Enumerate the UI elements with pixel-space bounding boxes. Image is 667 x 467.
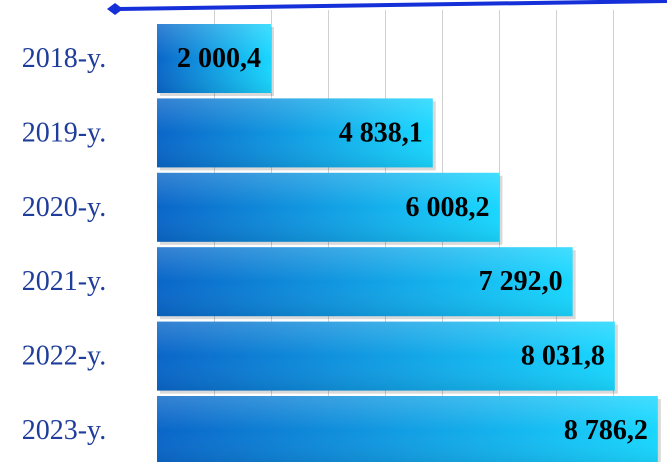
top-axis-line-layer [107,0,667,15]
bar-shine [157,172,500,242]
category-label: 2023-y. [22,415,107,446]
bar-layer [157,24,661,467]
category-label-layer: 2018-y. 2019-y. 2020-y. 2021-y. 2022-y. 2023-… [22,43,107,446]
bar-shine [157,247,573,317]
bar-shine [157,98,433,168]
diamond-marker-icon [107,3,123,15]
data-label: 8 031,8 [521,341,605,372]
category-label: 2020-y. [22,192,107,223]
data-label: 8 786,2 [564,415,648,446]
category-label: 2018-y. [22,43,107,74]
category-label: 2019-y. [22,117,107,148]
bar-shine [157,321,615,391]
category-label: 2021-y. [22,266,107,297]
bar-shine [157,24,272,93]
category-label: 2022-y. [22,341,107,372]
data-label: 2 000,4 [177,43,261,74]
data-label: 4 838,1 [339,117,423,148]
data-label: 7 292,0 [479,266,563,297]
data-label: 6 008,2 [405,192,489,223]
bar-shine [157,396,658,465]
top-axis-line [116,0,667,11]
data-label-layer: 2 000,4 4 838,1 6 008,2 7 292,0 8 031,8 8 786… [177,43,648,446]
